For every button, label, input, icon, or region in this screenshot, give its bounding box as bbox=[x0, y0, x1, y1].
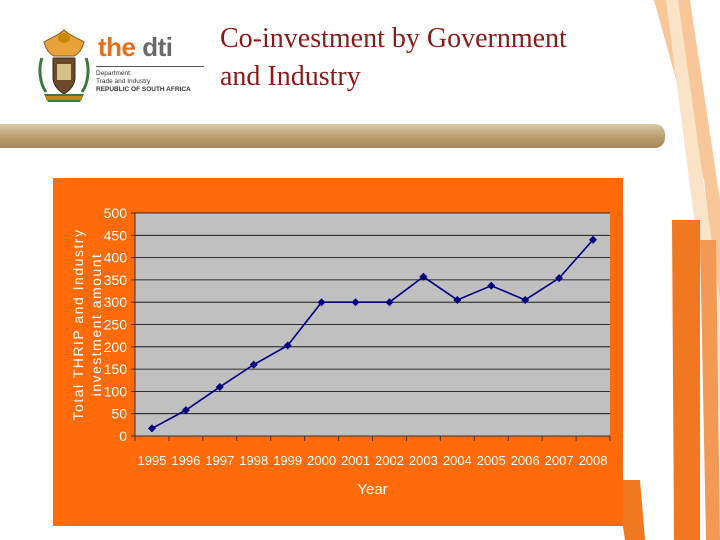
logo-divider bbox=[96, 66, 204, 67]
data-point bbox=[419, 272, 428, 281]
series-line bbox=[151, 239, 594, 430]
gold-divider-bar bbox=[0, 124, 665, 148]
header: the dti Department: Trade and Industry R… bbox=[0, 0, 720, 120]
x-tick-label: 2008 bbox=[579, 453, 608, 468]
x-tick-label: 2005 bbox=[477, 453, 506, 468]
data-point bbox=[555, 274, 564, 283]
data-point bbox=[385, 298, 394, 307]
dept-line-1: Department: bbox=[96, 70, 132, 77]
x-axis-label: Year bbox=[357, 481, 387, 498]
stripe-orange-light bbox=[700, 240, 720, 540]
x-tick-label: 2004 bbox=[443, 453, 472, 468]
data-point bbox=[351, 298, 360, 307]
y-tick-label: 50 bbox=[111, 406, 127, 422]
title-line-2: and Industry bbox=[220, 61, 361, 92]
y-tick-label: 0 bbox=[119, 428, 127, 444]
x-tick-label: 1997 bbox=[205, 453, 234, 468]
y-tick-label: 250 bbox=[104, 317, 128, 333]
x-tick-label: 1998 bbox=[239, 453, 268, 468]
data-point bbox=[487, 281, 496, 290]
y-tick-label: 350 bbox=[104, 272, 128, 288]
x-tick-label: 1995 bbox=[138, 453, 167, 468]
x-tick-label: 1999 bbox=[273, 453, 302, 468]
y-tick-label: 200 bbox=[104, 339, 128, 355]
x-tick-label: 2002 bbox=[375, 453, 404, 468]
y-tick-label: 500 bbox=[104, 205, 128, 221]
x-tick-label: 1996 bbox=[171, 453, 200, 468]
data-point bbox=[317, 298, 326, 307]
dti-logo: the dti Department: Trade and Industry R… bbox=[36, 28, 211, 108]
data-point bbox=[147, 424, 156, 433]
data-point bbox=[453, 295, 462, 304]
data-point bbox=[249, 360, 258, 369]
x-tick-label: 2007 bbox=[545, 453, 574, 468]
y-axis-label-line-2: investment amount bbox=[88, 253, 104, 397]
y-tick-label: 450 bbox=[104, 227, 128, 243]
title-line-1: Co-investment by Government bbox=[220, 23, 567, 54]
dept-line-3: REPUBLIC OF SOUTH AFRICA bbox=[96, 86, 191, 93]
stripe-orange bbox=[672, 220, 700, 540]
line-chart: 0 50 100 150 200 250 300 350 400 450 500 1995 1996 19… bbox=[70, 205, 611, 498]
slide-title: Co-investment by Government and Industry bbox=[220, 20, 680, 96]
chart-panel: 0 50 100 150 200 250 300 350 400 450 500 1995 1996 19… bbox=[53, 178, 623, 526]
y-tick-label: 150 bbox=[104, 361, 128, 377]
x-tick-label: 2003 bbox=[409, 453, 438, 468]
dti-wordmark: the dti bbox=[98, 32, 173, 62]
data-point bbox=[521, 295, 530, 304]
y-tick-label: 400 bbox=[104, 250, 128, 266]
coat-of-arms-icon bbox=[38, 29, 90, 102]
y-tick-label: 300 bbox=[104, 294, 128, 310]
dept-line-2: Trade and Industry bbox=[96, 78, 151, 85]
x-tick-label: 2001 bbox=[341, 453, 370, 468]
y-axis-label-line-1: Total THRIP and Industry bbox=[70, 229, 86, 421]
data-point bbox=[283, 341, 292, 350]
data-point bbox=[215, 382, 224, 391]
y-tick-label: 100 bbox=[104, 383, 128, 399]
x-tick-label: 2000 bbox=[307, 453, 336, 468]
x-tick-label: 2006 bbox=[511, 453, 540, 468]
data-point bbox=[181, 406, 190, 415]
department-text: Department: Trade and Industry REPUBLIC … bbox=[96, 70, 191, 94]
